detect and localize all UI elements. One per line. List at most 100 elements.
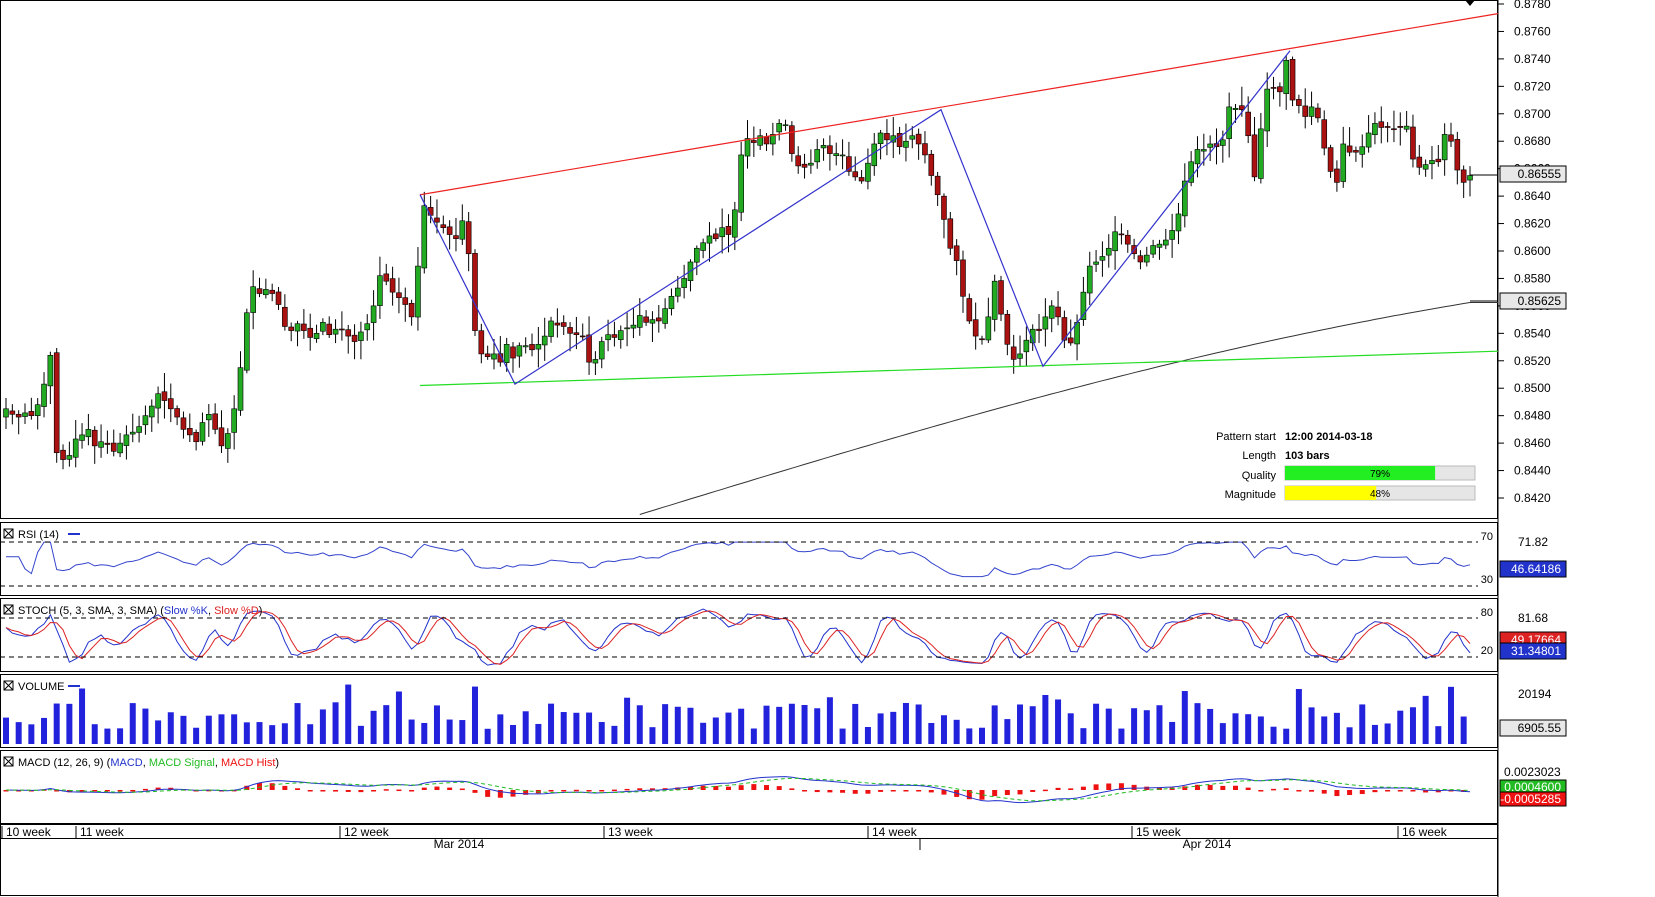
- volume-bar: [1308, 707, 1315, 744]
- bull-candle: [782, 124, 789, 127]
- pattern-info: Pattern start 12:00 2014-03-18 Length 10…: [1216, 431, 1476, 501]
- volume-bar: [269, 725, 276, 744]
- bear-candle: [53, 352, 60, 454]
- volume-bar: [1042, 694, 1049, 744]
- bull-candle: [516, 345, 523, 357]
- length-value: 103 bars: [1285, 450, 1330, 462]
- bull-candle: [34, 404, 41, 416]
- bear-candle: [1296, 99, 1302, 106]
- volume-bar: [738, 708, 745, 744]
- macd-label: MACD (12, 26, 9): [18, 757, 104, 769]
- moving-average-line: [639, 302, 1498, 515]
- macd-title: MACD (12, 26, 9) (MACD, MACD Signal, MAC…: [3, 756, 279, 769]
- volume-bar: [902, 702, 909, 744]
- volume-bar: [471, 686, 478, 744]
- bear-candle: [846, 156, 852, 172]
- macd-hist-bar: [523, 790, 529, 795]
- bear-candle: [966, 298, 973, 322]
- bull-candle: [1169, 230, 1175, 240]
- bear-candle: [193, 432, 199, 443]
- price-tick-label: 0.8700: [1514, 107, 1551, 121]
- bull-candle: [1201, 149, 1207, 152]
- pattern-zigzag: [419, 50, 1291, 385]
- macd-hist-bar: [1220, 785, 1226, 790]
- magnitude-bar-fill: [1285, 486, 1377, 500]
- macd-hist-bar: [1194, 784, 1200, 790]
- price-tick-label: 0.8520: [1514, 354, 1551, 368]
- bull-candle: [1422, 164, 1429, 170]
- bull-candle: [636, 315, 643, 328]
- volume-bar: [370, 710, 377, 744]
- bear-candle: [928, 153, 935, 176]
- bear-candle: [1239, 105, 1245, 110]
- bear-candle: [396, 292, 402, 298]
- bear-candle: [402, 297, 409, 305]
- bull-candle: [694, 247, 700, 263]
- macd-hist-bar: [497, 790, 503, 798]
- bear-candle: [1004, 313, 1011, 345]
- volume-bar: [142, 708, 149, 744]
- volume-bar: [231, 714, 238, 744]
- bear-candle: [725, 225, 732, 235]
- volume-bar: [205, 715, 212, 744]
- stoch-level-high: 80: [1481, 607, 1493, 619]
- volume-bar: [535, 723, 542, 744]
- volume-bar: [1219, 723, 1226, 744]
- bear-candle: [941, 195, 947, 220]
- bull-candle: [668, 295, 675, 310]
- volume-bar: [1447, 686, 1454, 744]
- week-label: 14 week: [872, 825, 918, 839]
- bear-candle: [611, 334, 618, 338]
- bull-candle: [592, 359, 599, 364]
- macd-hist-bar: [282, 785, 288, 790]
- bull-candle: [598, 341, 605, 360]
- macd-hist-bar: [130, 789, 136, 792]
- bull-candle: [1175, 213, 1182, 232]
- macd-hist-bar: [1347, 790, 1353, 796]
- macd-hist-bar: [1423, 790, 1429, 793]
- volume-bar: [446, 719, 453, 744]
- bull-candle: [865, 162, 871, 182]
- macd-hist-bar: [1245, 787, 1251, 790]
- bull-candle: [1283, 59, 1290, 94]
- bear-candle: [947, 218, 954, 249]
- macd-hist-name: MACD Hist: [221, 757, 275, 769]
- volume-bar: [79, 688, 86, 744]
- macd-hist-bar: [333, 790, 339, 792]
- scroll-marker-icon[interactable]: [1465, 0, 1475, 6]
- price-tick-label: 0.8420: [1514, 491, 1551, 505]
- bull-candle: [1086, 265, 1093, 294]
- stoch-panel: [0, 598, 1498, 672]
- volume-bar: [1321, 716, 1328, 744]
- macd-top-value: 0.0023023: [1504, 765, 1561, 779]
- bull-candle: [732, 209, 738, 238]
- bear-candle: [288, 326, 294, 331]
- ma-price-tag: 0.85625: [1499, 292, 1567, 310]
- volume-bar: [307, 724, 314, 744]
- bull-candle: [199, 422, 206, 442]
- bull-candle: [757, 135, 763, 146]
- bear-candle: [573, 332, 580, 336]
- macd-hist-bar: [966, 790, 972, 800]
- bear-candle: [218, 427, 225, 447]
- macd-hist-bar: [1359, 790, 1365, 795]
- macd-hist-bar: [776, 786, 782, 790]
- bull-candle: [630, 324, 637, 329]
- bear-candle: [453, 235, 459, 239]
- volume-title: VOLUME: [3, 680, 80, 693]
- bear-candle: [827, 145, 833, 154]
- volume-bar: [522, 711, 529, 744]
- length-label: Length: [1242, 450, 1276, 462]
- bull-candle: [617, 330, 624, 341]
- macd-hist-bar: [852, 790, 858, 794]
- bull-candle: [1365, 132, 1372, 148]
- bull-candle: [1093, 261, 1099, 265]
- volume-bar: [674, 706, 681, 744]
- volume-bar: [1017, 704, 1024, 744]
- bull-candle: [674, 287, 681, 297]
- volume-bar: [1232, 713, 1239, 744]
- volume-current-value: 6905.55: [1518, 721, 1562, 735]
- volume-bar: [357, 725, 364, 744]
- bull-candle: [541, 335, 548, 346]
- bear-candle: [383, 273, 390, 282]
